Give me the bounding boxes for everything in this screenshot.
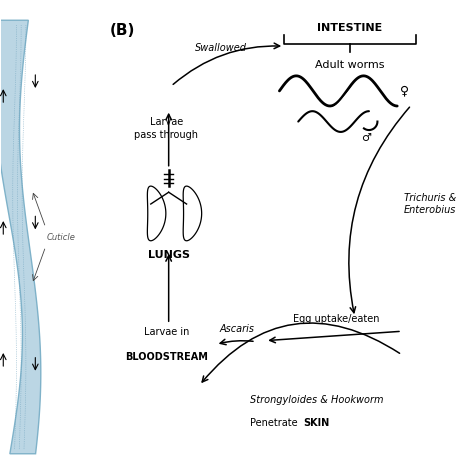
Text: Strongyloides & Hookworm: Strongyloides & Hookworm (250, 394, 384, 405)
Text: ♀: ♀ (400, 84, 409, 98)
FancyArrowPatch shape (220, 339, 253, 345)
FancyArrowPatch shape (202, 323, 400, 382)
FancyArrowPatch shape (173, 43, 280, 84)
FancyArrowPatch shape (349, 107, 410, 313)
Text: INTESTINE: INTESTINE (318, 23, 383, 33)
Text: Penetrate: Penetrate (250, 418, 301, 428)
Text: Larvae in: Larvae in (144, 328, 189, 337)
Text: BLOODSTREAM: BLOODSTREAM (125, 352, 208, 362)
Polygon shape (183, 186, 201, 241)
Text: LUNGS: LUNGS (148, 250, 190, 260)
Text: Swallowed: Swallowed (194, 43, 246, 53)
Text: Egg uptake/eaten: Egg uptake/eaten (293, 314, 379, 324)
Text: Cuticle: Cuticle (46, 233, 75, 241)
Text: ♂: ♂ (362, 133, 372, 143)
FancyArrowPatch shape (270, 331, 399, 343)
Text: Adult worms: Adult worms (315, 60, 385, 70)
Polygon shape (147, 186, 166, 241)
Polygon shape (0, 20, 41, 454)
Text: Trichuris &
Enterobius: Trichuris & Enterobius (404, 193, 456, 215)
FancyArrowPatch shape (166, 255, 172, 321)
FancyArrowPatch shape (166, 114, 172, 166)
Text: SKIN: SKIN (303, 418, 329, 428)
Text: Larvae
pass through: Larvae pass through (134, 117, 198, 140)
Text: Ascaris: Ascaris (219, 324, 255, 334)
Text: (B): (B) (110, 23, 135, 37)
